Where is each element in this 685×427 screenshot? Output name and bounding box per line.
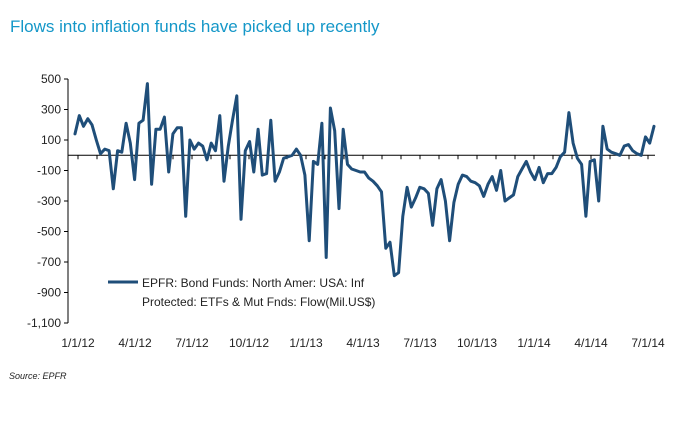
x-tick-label: 4/1/14: [574, 336, 608, 350]
legend-label: Protected: ETFs & Mut Fnds: Flow(Mil.US$…: [142, 295, 375, 309]
x-tick-label: 1/1/12: [61, 336, 95, 350]
series-group: [73, 82, 656, 278]
legend-label: EPFR: Bond Funds: North Amer: USA: Inf: [142, 276, 365, 290]
series-line: [73, 82, 656, 278]
x-tick-label: 7/1/14: [631, 336, 665, 350]
legend: EPFR: Bond Funds: North Amer: USA: Inf Pr…: [108, 276, 375, 309]
y-tick-label: -500: [37, 225, 61, 239]
y-tick-label: -700: [37, 255, 61, 269]
y-tick-label: 500: [41, 72, 61, 86]
x-tick-label: 7/1/12: [175, 336, 209, 350]
source-note: Source: EPFR: [9, 371, 67, 381]
chart-title: Flows into inflation funds have picked u…: [10, 17, 380, 36]
y-tick-label: -300: [37, 194, 61, 208]
y-tick-label: 100: [41, 133, 61, 147]
y-tick-label: 300: [41, 103, 61, 117]
x-tick-label: 4/1/12: [118, 336, 152, 350]
y-tick-label: -1,100: [27, 316, 61, 330]
x-tick-label: 1/1/13: [289, 336, 323, 350]
x-tick-label: 10/1/12: [229, 336, 269, 350]
x-tick-label: 10/1/13: [457, 336, 497, 350]
x-tick-label: 7/1/13: [403, 336, 437, 350]
y-tick-label: -900: [37, 286, 61, 300]
y-tick-label: -100: [37, 164, 61, 178]
y-axis: 500 300 100 -100 -300 -500 -700 -900 -1,100: [27, 72, 69, 330]
x-tick-label: 4/1/13: [346, 336, 380, 350]
x-tick-label: 1/1/14: [517, 336, 551, 350]
